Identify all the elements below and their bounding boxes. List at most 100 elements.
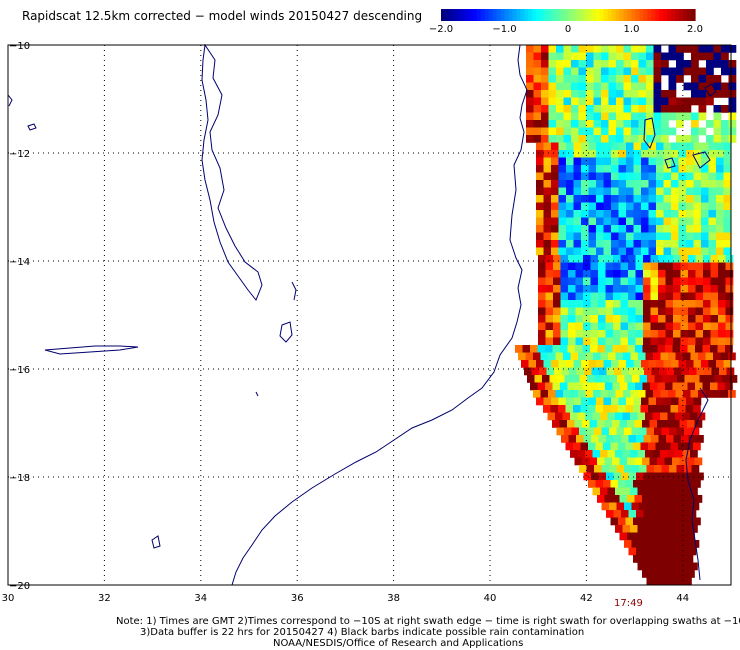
wind-difference-cell — [560, 262, 569, 271]
wind-difference-cell — [596, 240, 604, 248]
wind-difference-cell — [725, 315, 734, 323]
wind-difference-cell — [602, 375, 610, 383]
wind-difference-cell — [621, 367, 630, 376]
wind-difference-cell — [708, 157, 717, 166]
colorbar-segment — [464, 9, 470, 21]
wind-difference-cell — [678, 232, 687, 241]
wind-difference-cell — [586, 97, 594, 106]
wind-difference-cell — [641, 187, 649, 196]
wind-difference-cell — [620, 307, 629, 316]
wind-difference-cell — [678, 210, 687, 218]
wind-difference-cell — [650, 345, 658, 353]
note-line-3: NOAA/NESDIS/Office of Research and Appli… — [273, 638, 524, 649]
wind-difference-cell — [654, 502, 662, 511]
wind-difference-cell — [657, 382, 666, 391]
wind-difference-cell — [606, 435, 614, 443]
wind-difference-cell — [578, 112, 587, 121]
wind-difference-cell — [660, 487, 668, 496]
wind-difference-cell — [690, 450, 698, 458]
wind-difference-cell — [581, 232, 589, 241]
colorbar-segment — [520, 9, 525, 21]
wind-difference-cell — [553, 255, 561, 263]
wind-difference-cell — [613, 315, 621, 323]
wind-difference-cell — [570, 390, 579, 398]
wind-difference-cell — [609, 502, 617, 511]
wind-difference-cell — [648, 165, 657, 173]
wind-difference-cell — [668, 82, 677, 91]
wind-difference-cell — [594, 375, 603, 383]
wind-difference-cell — [586, 465, 595, 473]
wind-difference-cell — [592, 412, 601, 421]
wind-difference-cell — [691, 52, 699, 61]
wind-difference-cell — [701, 247, 709, 256]
wind-difference-cell — [581, 225, 589, 233]
wind-difference-cell — [653, 120, 662, 128]
wind-difference-cell — [573, 360, 582, 368]
wind-difference-cell — [598, 270, 606, 278]
wind-difference-cell — [708, 225, 717, 233]
wind-difference-cell — [716, 247, 724, 256]
wind-difference-cell — [545, 330, 554, 338]
wind-difference-cell — [533, 52, 542, 61]
wind-difference-cell — [668, 67, 677, 76]
wind-difference-cell — [646, 75, 654, 83]
wind-difference-cell — [641, 172, 649, 181]
latitude-tick-label: −18 — [9, 473, 30, 484]
wind-difference-cell — [545, 292, 554, 301]
wind-difference-cell — [611, 195, 619, 203]
wind-difference-cell — [703, 330, 711, 338]
wind-difference-cell — [718, 270, 726, 278]
wind-difference-cell — [606, 367, 615, 376]
wind-difference-cell — [728, 82, 737, 91]
wind-difference-cell — [633, 165, 642, 173]
wind-difference-cell — [708, 360, 717, 368]
wind-difference-cell — [693, 405, 701, 413]
wind-difference-cell — [642, 532, 650, 541]
wind-difference-cell — [548, 97, 557, 106]
wind-difference-cell — [702, 382, 711, 391]
wind-difference-cell — [631, 120, 639, 128]
wind-difference-cell — [603, 187, 612, 196]
colorbar — [441, 9, 696, 21]
wind-difference-cell — [683, 60, 692, 68]
wind-difference-cell — [558, 232, 567, 241]
wind-difference-cell — [637, 412, 646, 421]
wind-difference-cell — [654, 465, 662, 473]
wind-difference-cell — [586, 427, 595, 436]
wind-difference-cell — [681, 472, 689, 481]
wind-difference-cell — [616, 427, 625, 436]
wind-difference-cell — [682, 562, 691, 571]
wind-difference-cell — [624, 427, 632, 436]
wind-difference-cell — [626, 157, 634, 166]
wind-difference-cell — [571, 45, 579, 53]
wind-difference-cell — [543, 247, 552, 256]
wind-difference-cell — [536, 217, 544, 226]
wind-difference-cell — [690, 390, 699, 398]
wind-difference-cell — [680, 315, 689, 323]
colorbar-segment — [655, 9, 660, 21]
wind-difference-cell — [566, 195, 574, 203]
wind-difference-cell — [706, 90, 714, 98]
wind-difference-cell — [626, 187, 634, 196]
wind-difference-cell — [593, 75, 602, 83]
wind-difference-cell — [588, 232, 597, 241]
wind-difference-cell — [721, 120, 729, 128]
wind-difference-cell — [682, 525, 691, 533]
wind-difference-cell — [663, 172, 672, 181]
wind-difference-cell — [658, 270, 666, 278]
wind-difference-cell — [610, 517, 619, 526]
wind-difference-cell — [652, 412, 661, 421]
wind-difference-cell — [588, 397, 597, 406]
wind-difference-cell — [616, 75, 624, 83]
wind-difference-cell — [647, 375, 655, 383]
wind-difference-cell — [698, 75, 707, 83]
wind-difference-cell — [616, 120, 624, 128]
wind-difference-cell — [620, 285, 629, 293]
colorbar-segment — [607, 9, 613, 21]
wind-difference-cell — [626, 150, 634, 158]
wind-difference-cell — [665, 307, 674, 316]
wind-difference-cell — [653, 52, 662, 61]
wind-difference-cell — [597, 420, 605, 428]
wind-difference-cell — [626, 195, 634, 203]
wind-difference-cell — [615, 525, 623, 533]
